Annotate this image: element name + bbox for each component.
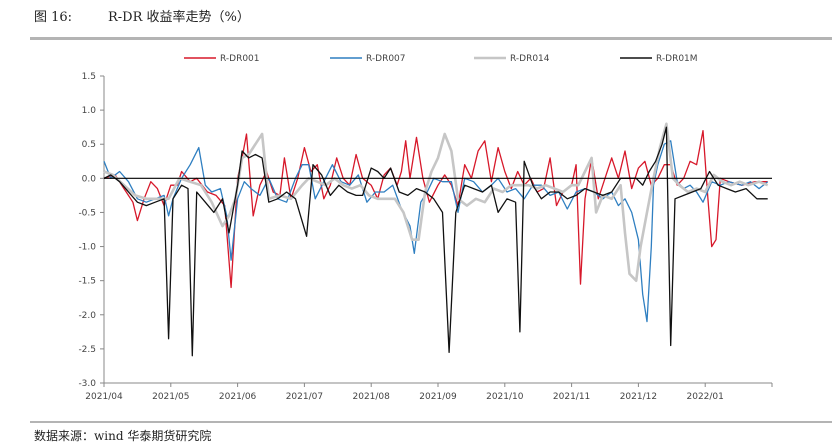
- x-tick-label: 2021/12: [620, 392, 657, 402]
- figure-header: 图 16: R-DR 收益率走势（%）: [34, 6, 250, 25]
- y-tick-label: 1.5: [82, 72, 96, 82]
- y-tick-label: 1.0: [82, 106, 97, 116]
- x-tick-label: 2021/09: [419, 392, 457, 402]
- yield-line-chart: R-DR001 R-DR007 R-DR014 R-DR01M 1.5 1.0 0.5 0.…: [78, 54, 773, 402]
- series-layer: [103, 122, 772, 357]
- x-tick-label: 2021/06: [219, 392, 257, 402]
- x-tick-label: 2021/11: [553, 392, 590, 402]
- y-tick-label: 0.5: [82, 140, 96, 150]
- top-rule: [30, 37, 832, 40]
- figure-number: 图 16:: [34, 10, 73, 25]
- y-tick-label: -1.5: [78, 277, 96, 287]
- series-line-r-dr007: [103, 140, 769, 323]
- x-tick-label: 2021/10: [486, 392, 524, 402]
- y-tick-label: -0.5: [78, 208, 96, 218]
- legend-label-r-dr001: R-DR001: [220, 54, 260, 64]
- y-tick-label: -2.5: [78, 345, 96, 355]
- x-tick-label: 2021/04: [85, 392, 123, 402]
- y-tick-label: -2.0: [78, 311, 96, 321]
- data-source-note: 数据来源：wind 华泰期货研究院: [34, 429, 212, 443]
- x-axis: 2021/04 2021/05 2021/06 2021/07 2021/08 2021/…: [85, 382, 773, 402]
- legend-label-r-dr01m: R-DR01M: [656, 54, 698, 64]
- x-tick-label: 2021/08: [353, 392, 391, 402]
- figure-title: R-DR 收益率走势（%）: [108, 10, 250, 25]
- y-tick-label: -1.0: [78, 243, 96, 253]
- chart-legend: R-DR001 R-DR007 R-DR014 R-DR01M: [184, 54, 698, 64]
- legend-label-r-dr007: R-DR007: [366, 54, 406, 64]
- x-tick-label: 2022/01: [687, 392, 724, 402]
- x-tick-label: 2021/05: [152, 392, 189, 402]
- x-tick-label: 2021/07: [286, 392, 323, 402]
- y-tick-label: 0.0: [82, 174, 97, 184]
- y-axis: 1.5 1.0 0.5 0.0 -0.5 -1.0 -1.5 -2.0 -2.5 -3.0: [78, 72, 105, 389]
- series-line-r-dr01m: [103, 126, 768, 357]
- y-tick-label: -3.0: [78, 379, 96, 389]
- legend-label-r-dr014: R-DR014: [510, 54, 550, 64]
- bottom-rule: [30, 421, 832, 423]
